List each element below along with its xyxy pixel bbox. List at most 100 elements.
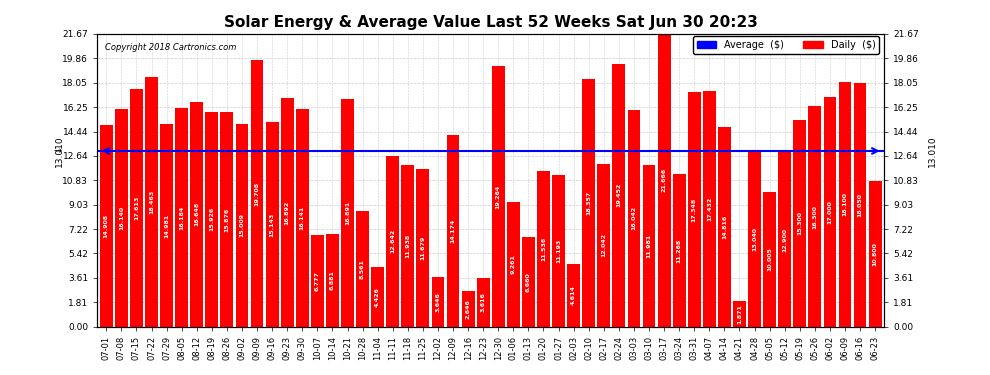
Text: 3.646: 3.646 [436,292,441,312]
Text: 13.010: 13.010 [55,135,64,167]
Bar [221,112,234,327]
Bar [492,66,505,327]
Text: 19.708: 19.708 [254,182,259,206]
Text: 16.892: 16.892 [285,201,290,225]
Bar [733,302,745,327]
Bar [793,120,806,327]
Bar [296,109,309,327]
Title: Solar Energy & Average Value Last 52 Weeks Sat Jun 30 20:23: Solar Energy & Average Value Last 52 Wee… [224,15,757,30]
Text: 3.616: 3.616 [481,292,486,312]
Bar [356,211,369,327]
Text: 15.300: 15.300 [797,211,802,236]
Text: 8.561: 8.561 [360,259,365,279]
Bar [236,124,248,327]
Text: 13.040: 13.040 [752,226,757,251]
Bar [461,291,474,327]
Text: 11.536: 11.536 [541,237,546,261]
Text: 14.816: 14.816 [722,214,727,239]
Bar [146,77,158,327]
Text: 14.174: 14.174 [450,219,455,243]
Text: 11.193: 11.193 [556,239,561,263]
Bar [281,99,294,327]
Bar [477,278,490,327]
Bar [522,237,535,327]
Text: 18.050: 18.050 [857,193,862,217]
Bar [160,124,173,327]
Text: 6.777: 6.777 [315,271,320,291]
Text: Copyright 2018 Cartronics.com: Copyright 2018 Cartronics.com [105,43,237,52]
Text: 16.042: 16.042 [632,206,637,230]
Text: 11.981: 11.981 [646,234,651,258]
Text: 15.876: 15.876 [225,207,230,232]
Text: 18.463: 18.463 [149,190,154,214]
Text: 18.100: 18.100 [842,192,847,216]
Text: 18.357: 18.357 [586,190,591,215]
Text: 15.926: 15.926 [209,207,214,231]
Text: 10.005: 10.005 [767,247,772,271]
Bar [205,111,218,327]
Text: 14.981: 14.981 [164,213,169,238]
Bar [342,99,353,327]
Bar [643,165,655,327]
Bar [673,174,686,327]
Bar [417,169,430,327]
Text: 4.426: 4.426 [375,287,380,307]
Legend: Average  ($), Daily  ($): Average ($), Daily ($) [693,36,879,54]
Text: 17.348: 17.348 [692,197,697,222]
Bar [613,64,626,327]
Bar [748,150,761,327]
Bar [432,278,445,327]
Text: 16.140: 16.140 [119,206,124,230]
Text: 17.613: 17.613 [134,196,139,220]
Bar [552,176,565,327]
Text: 14.908: 14.908 [104,214,109,238]
Text: 2.646: 2.646 [465,299,470,319]
Bar [130,89,143,327]
Text: 10.800: 10.800 [872,242,878,266]
Bar [703,91,716,327]
Bar [175,108,188,327]
Text: 9.261: 9.261 [511,254,516,274]
Text: 16.184: 16.184 [179,205,184,230]
Bar [657,34,670,327]
Bar [507,202,520,327]
Bar [311,235,324,327]
Text: 6.881: 6.881 [330,270,335,290]
Text: 16.141: 16.141 [300,206,305,230]
Bar [763,192,776,327]
Text: 12.042: 12.042 [601,233,606,257]
Text: 6.660: 6.660 [526,272,531,292]
Text: 17.000: 17.000 [828,200,833,224]
Text: 15.143: 15.143 [269,212,274,237]
Text: 1.871: 1.871 [737,304,742,324]
Bar [824,97,837,327]
Text: 12.642: 12.642 [390,229,395,254]
Text: 11.268: 11.268 [677,238,682,263]
Bar [718,126,731,327]
Bar [869,181,881,327]
Text: 12.900: 12.900 [782,228,787,252]
Text: 4.614: 4.614 [571,286,576,306]
Text: 19.452: 19.452 [617,183,622,207]
Text: 21.666: 21.666 [661,168,666,192]
Bar [446,135,459,327]
Bar [386,156,399,327]
Bar [190,102,203,327]
Text: 16.648: 16.648 [194,202,199,226]
Text: 19.264: 19.264 [496,184,501,209]
Bar [839,82,851,327]
Bar [688,92,701,327]
Text: 16.891: 16.891 [345,201,350,225]
Bar [250,60,263,327]
Text: 11.938: 11.938 [405,234,410,258]
Bar [265,122,278,327]
Bar [326,234,339,327]
Bar [628,110,641,327]
Bar [809,106,822,327]
Bar [371,267,384,327]
Text: 17.432: 17.432 [707,197,712,221]
Text: 15.009: 15.009 [240,213,245,237]
Bar [582,79,595,327]
Bar [115,109,128,327]
Bar [538,171,549,327]
